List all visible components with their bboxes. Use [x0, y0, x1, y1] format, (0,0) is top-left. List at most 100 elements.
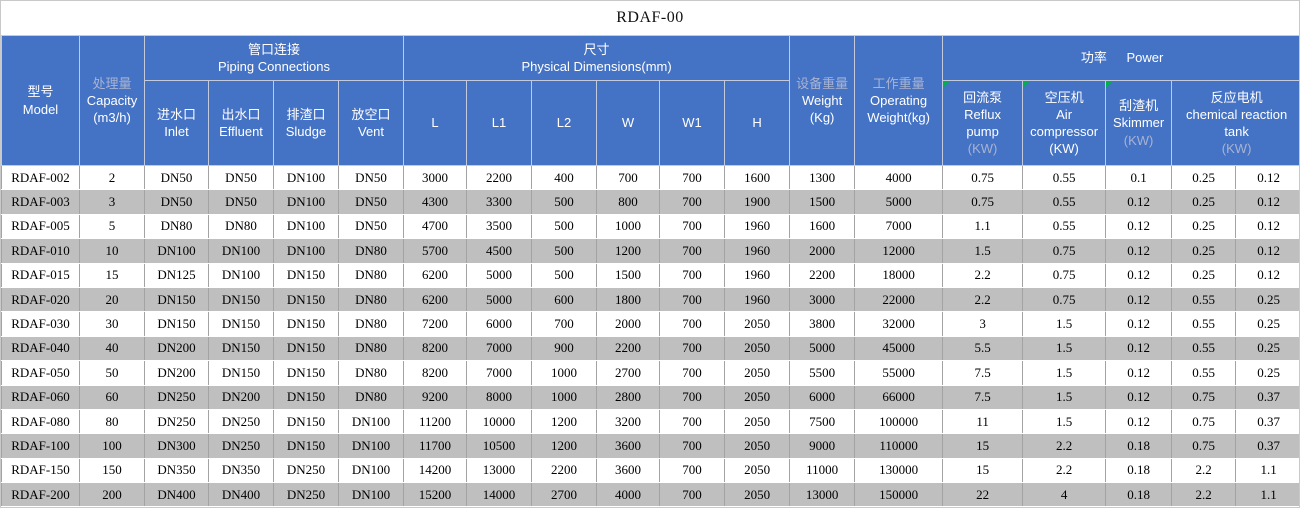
value-cell: 6200: [403, 286, 468, 313]
col-header-air-compressor: 空压机 Air compressor (KW): [1022, 80, 1107, 166]
col-header-reflux-pump: 回流泵 Reflux pump (KW): [942, 80, 1024, 166]
value-cell: 0.75: [1171, 433, 1237, 459]
value-cell: 1.5: [1022, 384, 1107, 410]
value-cell: 7000: [466, 335, 533, 362]
value-cell: 130000: [854, 457, 944, 484]
value-cell: 5000: [789, 335, 856, 362]
value-cell: 1960: [724, 213, 791, 240]
value-cell: 4300: [403, 189, 468, 215]
col-header-sludge: 排渣口 Sludge: [273, 80, 339, 166]
value-cell: 5.5: [942, 335, 1024, 362]
value-cell: 9000: [789, 433, 856, 459]
table-row: RDAF-080 80 DN250 DN250 DN150 DN100 11200 10000…: [1, 408, 1299, 435]
value-cell: 10500: [466, 433, 533, 459]
value-cell: 3200: [596, 408, 661, 435]
table-row: RDAF-100 100 DN300 DN250 DN150 DN100 11700 1050…: [1, 433, 1299, 459]
col-header-capacity: 处理量 Capacity (m3/h): [79, 35, 145, 166]
value-cell: DN150: [273, 311, 339, 337]
value-cell: 2050: [724, 457, 791, 484]
value-cell: 1800: [596, 286, 661, 313]
value-cell: 0.25: [1171, 189, 1237, 215]
value-cell: 2700: [531, 482, 598, 507]
value-cell: 0.12: [1105, 213, 1173, 240]
value-cell: 100000: [854, 408, 944, 435]
value-cell: 4000: [596, 482, 661, 507]
value-cell: 7200: [403, 311, 468, 337]
value-cell: 500: [531, 213, 598, 240]
value-cell: DN200: [208, 384, 274, 410]
value-cell: DN80: [144, 213, 209, 240]
value-cell: 1500: [596, 262, 661, 288]
value-cell: 2050: [724, 482, 791, 507]
value-cell: 0.12: [1105, 311, 1173, 337]
value-cell: DN150: [273, 335, 339, 362]
col-header-inlet: 进水口 Inlet: [144, 80, 209, 166]
value-cell: DN80: [337, 311, 405, 337]
value-cell: 0.18: [1105, 457, 1173, 484]
value-cell: 2200: [531, 457, 598, 484]
value-cell: 11000: [789, 457, 856, 484]
value-cell: 2050: [724, 384, 791, 410]
value-cell: 6000: [789, 384, 856, 410]
col-header-L1: L1: [466, 80, 533, 166]
col-header-skimmer: 刮渣机 Skimmer (KW): [1105, 80, 1173, 166]
value-cell: DN80: [208, 213, 274, 240]
group-header-power: 功率 Power: [942, 35, 1299, 81]
value-cell: 700: [659, 433, 726, 459]
value-cell: 700: [659, 408, 726, 435]
value-cell: 6200: [403, 262, 468, 288]
value-cell: 700: [531, 311, 598, 337]
value-cell: 0.37: [1235, 433, 1299, 459]
value-cell: 600: [531, 286, 598, 313]
comment-marker-icon: [1023, 81, 1031, 88]
value-cell: DN100: [273, 213, 339, 240]
value-cell: DN250: [273, 457, 339, 484]
value-cell: 5000: [466, 286, 533, 313]
value-cell: DN50: [208, 189, 274, 215]
value-cell: 110000: [854, 433, 944, 459]
col-header-effluent: 出水口 Effluent: [208, 80, 274, 166]
model-cell: RDAF-010: [1, 238, 80, 264]
table-row: RDAF-060 60 DN250 DN200 DN150 DN80 9200 8000 100…: [1, 384, 1299, 410]
value-cell: 1.1: [1235, 457, 1299, 484]
value-cell: DN100: [337, 482, 405, 507]
value-cell: DN150: [144, 286, 209, 313]
value-cell: 0.25: [1171, 213, 1237, 240]
value-cell: 700: [659, 286, 726, 313]
col-header-vent: 放空口 Vent: [337, 80, 405, 166]
model-cell: RDAF-150: [1, 457, 80, 484]
col-header-L2: L2: [531, 80, 598, 166]
value-cell: 700: [659, 189, 726, 215]
table-row: RDAF-003 3 DN50 DN50 DN100 DN50 4300 3300 500 800…: [1, 189, 1299, 215]
value-cell: 700: [659, 457, 726, 484]
value-cell: DN80: [337, 238, 405, 264]
value-cell: 700: [659, 384, 726, 410]
value-cell: 0.12: [1105, 384, 1173, 410]
value-cell: 13000: [466, 457, 533, 484]
value-cell: DN150: [273, 286, 339, 313]
value-cell: 0.75: [1171, 384, 1237, 410]
value-cell: 4: [1022, 482, 1107, 507]
value-cell: 0.25: [1235, 311, 1299, 337]
value-cell: 2050: [724, 433, 791, 459]
table-row: RDAF-020 20 DN150 DN150 DN150 DN80 6200 5000 600…: [1, 286, 1299, 313]
value-cell: 3800: [789, 311, 856, 337]
value-cell: 0.55: [1022, 189, 1107, 215]
value-cell: 0.55: [1171, 360, 1237, 386]
col-header-W: W: [596, 80, 661, 166]
value-cell: 15200: [403, 482, 468, 507]
value-cell: 0.12: [1105, 408, 1173, 435]
col-header-operating-weight: 工作重量 Operating Weight(kg): [854, 35, 944, 166]
value-cell: 1300: [789, 164, 856, 191]
value-cell: 1200: [596, 238, 661, 264]
value-cell: 2050: [724, 335, 791, 362]
model-cell: RDAF-080: [1, 408, 80, 435]
value-cell: 400: [531, 164, 598, 191]
value-cell: 900: [531, 335, 598, 362]
value-cell: 8000: [466, 384, 533, 410]
value-cell: 5: [79, 213, 145, 240]
value-cell: 2.2: [1171, 482, 1237, 507]
value-cell: DN50: [337, 213, 405, 240]
value-cell: 2000: [789, 238, 856, 264]
